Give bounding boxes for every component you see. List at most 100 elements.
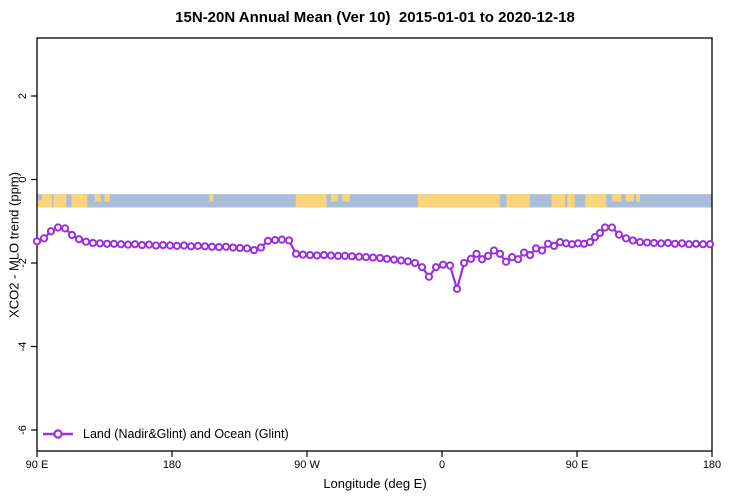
data-point — [67, 230, 77, 240]
data-point — [438, 260, 448, 269]
data-point — [291, 249, 301, 258]
legend-line-marker-icon — [43, 429, 73, 439]
data-point — [501, 257, 511, 266]
data-point — [614, 230, 624, 239]
data-point — [116, 240, 126, 249]
map-band-land — [585, 194, 607, 208]
data-point — [670, 239, 680, 248]
data-point — [642, 238, 652, 247]
map-band-land — [506, 194, 530, 208]
data-point — [333, 251, 343, 261]
data-point — [472, 249, 481, 258]
data-point — [445, 261, 455, 270]
data-point — [144, 240, 154, 249]
data-point — [677, 239, 687, 248]
data-point — [549, 241, 559, 250]
data-point — [46, 227, 56, 236]
data-point — [628, 236, 638, 245]
data-point — [221, 242, 231, 251]
data-point — [477, 255, 487, 264]
x-tick-label: 90 W — [294, 459, 320, 471]
data-point — [684, 240, 694, 249]
data-point — [495, 249, 505, 258]
data-point — [270, 235, 280, 245]
data-point — [621, 234, 631, 243]
data-point — [123, 240, 133, 249]
data-point — [595, 228, 605, 238]
data-point — [137, 240, 147, 250]
data-point — [403, 257, 413, 266]
data-point — [235, 243, 245, 253]
map-band-land — [209, 194, 214, 202]
data-point — [635, 238, 645, 247]
data-point — [656, 239, 666, 248]
data-point — [53, 223, 63, 232]
data-point — [130, 240, 140, 249]
data-point — [361, 253, 371, 262]
map-band-land — [331, 194, 338, 202]
data-point — [382, 254, 392, 263]
x-tick-label: 180 — [703, 459, 721, 471]
y-axis-label: XCO2 - MLO trend (ppm) — [6, 172, 22, 318]
data-point — [354, 252, 364, 261]
data-point — [466, 254, 476, 263]
data-point — [396, 256, 406, 265]
data-point — [483, 251, 493, 261]
map-band-land — [94, 194, 101, 202]
data-point — [417, 263, 427, 272]
data-point — [305, 250, 315, 260]
data-point — [228, 243, 238, 252]
data-point — [368, 253, 378, 262]
data-point — [214, 243, 224, 252]
x-axis-label: Longitude (deg E) — [323, 476, 427, 491]
data-point — [649, 238, 659, 248]
data-point — [347, 252, 357, 261]
map-band-land — [625, 194, 634, 202]
map-band-land — [418, 194, 500, 208]
data-point — [109, 239, 119, 248]
data-point — [172, 241, 182, 250]
data-point — [312, 251, 322, 260]
data-point — [691, 239, 701, 248]
chart-title: 15N-20N Annual Mean (Ver 10) 2015-01-01 … — [175, 9, 575, 26]
y-tick-label: -4 — [17, 342, 29, 352]
map-band-land — [37, 200, 42, 208]
data-point — [256, 243, 266, 252]
y-tick-label: 2 — [17, 93, 29, 99]
data-point — [179, 241, 189, 250]
data-point — [340, 251, 350, 261]
data-point — [242, 244, 252, 253]
map-band-land — [71, 194, 88, 208]
data-point — [95, 239, 105, 248]
data-point — [663, 238, 673, 248]
data-point — [193, 241, 203, 250]
map-band-ocean — [37, 194, 712, 208]
data-point — [600, 223, 610, 232]
data-point — [489, 246, 499, 255]
data-point — [410, 258, 420, 268]
data-point — [249, 245, 259, 255]
data-point — [537, 246, 547, 255]
data-point — [81, 237, 91, 246]
data-point — [284, 236, 294, 245]
data-point — [32, 237, 42, 246]
data-point — [424, 272, 434, 281]
data-point — [326, 251, 336, 260]
map-band-land — [53, 194, 67, 208]
data-point — [319, 250, 329, 260]
map-band-land — [104, 194, 110, 202]
data-point — [607, 223, 617, 232]
data-point — [74, 235, 84, 244]
data-point — [590, 233, 600, 242]
data-point — [60, 224, 70, 233]
data-point — [298, 250, 308, 259]
map-band-land — [342, 194, 350, 202]
data-point — [151, 241, 161, 250]
legend: Land (Nadir&Glint) and Ocean (Glint) — [42, 427, 289, 441]
data-point — [452, 284, 462, 293]
data-point — [705, 240, 715, 249]
map-band-land — [612, 194, 622, 202]
map-band-land — [41, 194, 52, 208]
data-point — [200, 242, 210, 251]
data-point — [389, 255, 399, 264]
